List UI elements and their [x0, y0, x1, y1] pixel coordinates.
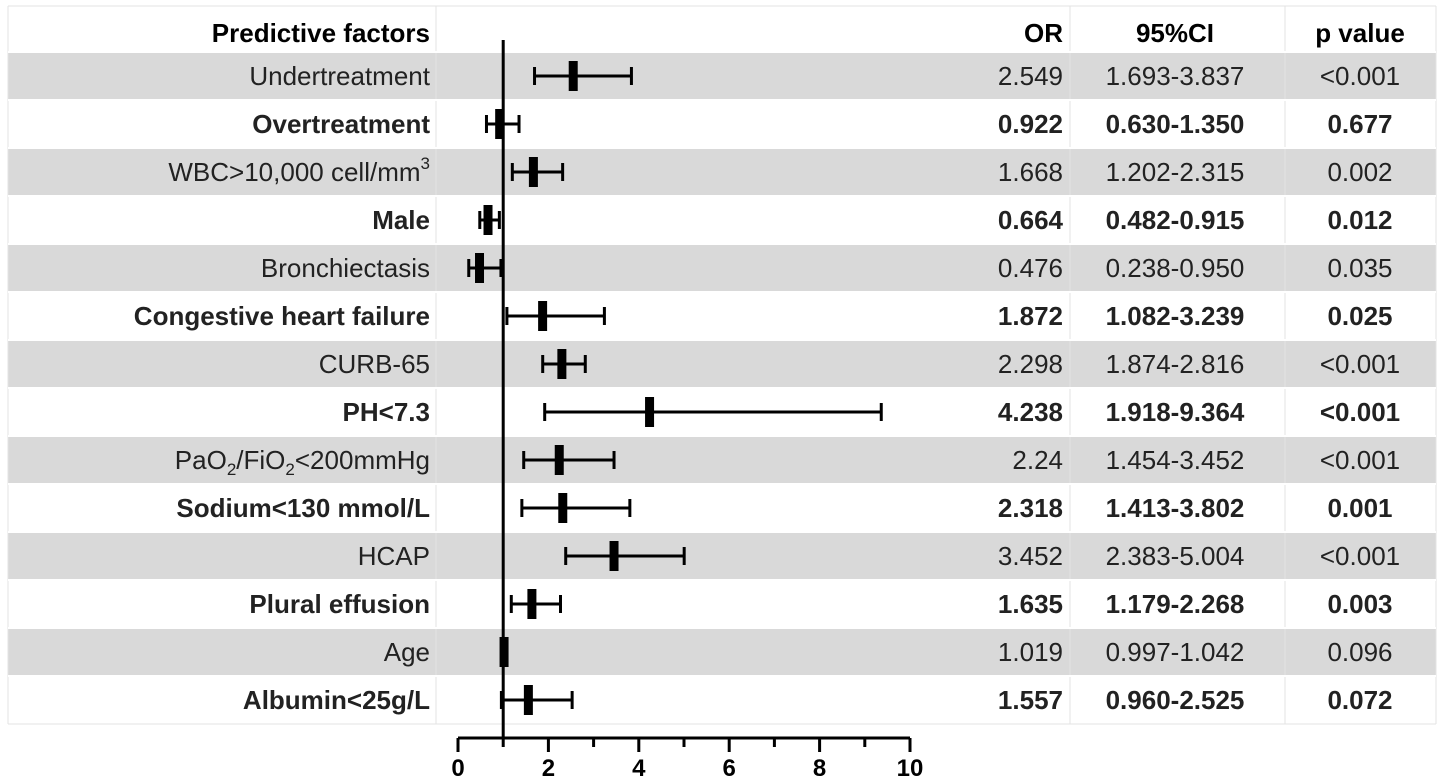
- row-shade: [8, 244, 1436, 292]
- or-point-marker: [568, 61, 578, 91]
- row-label: Male: [372, 205, 430, 235]
- ci-value: 0.630-1.350: [1106, 109, 1245, 139]
- p-value: 0.003: [1327, 589, 1392, 619]
- x-tick-label: 2: [542, 755, 555, 781]
- header-95ci: 95%CI: [1136, 18, 1214, 48]
- or-point-marker: [475, 253, 485, 283]
- ci-value: 1.918-9.364: [1106, 397, 1245, 427]
- row-label: Bronchiectasis: [261, 253, 430, 283]
- or-point-marker: [557, 349, 567, 379]
- p-value: <0.001: [1320, 445, 1400, 475]
- row-label: Undertreatment: [249, 61, 430, 91]
- row-shade: [8, 52, 1436, 100]
- row-label: Congestive heart failure: [134, 301, 430, 331]
- or-value: 0.476: [998, 253, 1063, 283]
- or-point-marker: [495, 109, 505, 139]
- row-label: Overtreatment: [252, 109, 430, 139]
- or-point-marker: [558, 493, 568, 523]
- ci-value: 1.874-2.816: [1106, 349, 1245, 379]
- ci-value: 0.997-1.042: [1106, 637, 1245, 667]
- table-header: Predictive factors OR 95%CI p value: [212, 18, 1405, 48]
- row-shade: [8, 340, 1436, 388]
- row-label: PaO2/FiO2<200mmHg: [175, 445, 430, 479]
- table-rows: Undertreatment 2.549 1.693-3.837 <0.001 Over…: [134, 61, 1400, 715]
- or-point-marker: [645, 397, 655, 427]
- ci-value: 1.413-3.802: [1106, 493, 1245, 523]
- row-label: Sodium<130 mmol/L: [176, 493, 430, 523]
- row-label: CURB-65: [319, 349, 430, 379]
- ci-value: 1.202-2.315: [1106, 157, 1245, 187]
- p-value: <0.001: [1320, 397, 1400, 427]
- or-value: 0.922: [998, 109, 1063, 139]
- p-value: 0.035: [1327, 253, 1392, 283]
- or-value: 2.298: [998, 349, 1063, 379]
- row-shade: [8, 436, 1436, 484]
- header-or: OR: [1024, 18, 1063, 48]
- or-point-marker: [538, 301, 548, 331]
- x-tick-label: 4: [632, 755, 646, 781]
- or-point-marker: [527, 589, 537, 619]
- or-point-marker: [554, 445, 564, 475]
- p-value: 0.072: [1327, 685, 1392, 715]
- table-gridlines: [7, 5, 1437, 725]
- x-tick-label: 6: [723, 755, 736, 781]
- or-value: 1.872: [998, 301, 1063, 331]
- ci-value: 1.693-3.837: [1106, 61, 1245, 91]
- or-value: 4.238: [998, 397, 1063, 427]
- or-value: 0.664: [998, 205, 1064, 235]
- row-shade: [8, 148, 1436, 196]
- p-value: 0.677: [1327, 109, 1392, 139]
- row-label: Plural effusion: [249, 589, 430, 619]
- or-value: 3.452: [998, 541, 1063, 571]
- p-value: 0.025: [1327, 301, 1392, 331]
- or-value: 2.549: [998, 61, 1063, 91]
- ci-value: 1.454-3.452: [1106, 445, 1245, 475]
- confidence-intervals: [467, 61, 883, 715]
- row-label: HCAP: [358, 541, 430, 571]
- row-backgrounds: [8, 52, 1436, 676]
- or-point-marker: [609, 541, 619, 571]
- header-p-value: p value: [1315, 18, 1405, 48]
- p-value: <0.001: [1320, 61, 1400, 91]
- p-value: <0.001: [1320, 541, 1400, 571]
- or-point-marker: [528, 157, 538, 187]
- p-value: 0.001: [1327, 493, 1392, 523]
- row-label: Age: [384, 637, 430, 667]
- p-value: 0.012: [1327, 205, 1392, 235]
- or-value: 1.668: [998, 157, 1063, 187]
- ci-value: 1.082-3.239: [1106, 301, 1245, 331]
- x-tick-label: 10: [897, 755, 924, 781]
- or-point-marker: [483, 205, 493, 235]
- row-label: PH<7.3: [343, 397, 430, 427]
- or-value: 1.557: [998, 685, 1063, 715]
- p-value: <0.001: [1320, 349, 1400, 379]
- ci-value: 0.960-2.525: [1106, 685, 1245, 715]
- ci-value: 1.179-2.268: [1106, 589, 1245, 619]
- row-label: Albumin<25g/L: [243, 685, 430, 715]
- or-value: 2.24: [1012, 445, 1063, 475]
- ci-value: 2.383-5.004: [1106, 541, 1245, 571]
- row-shade: [8, 532, 1436, 580]
- row-label: WBC>10,000 cell/mm3: [168, 154, 430, 187]
- x-tick-label: 0: [451, 755, 464, 781]
- or-value: 1.019: [998, 637, 1063, 667]
- p-value: 0.002: [1327, 157, 1392, 187]
- p-value: 0.096: [1327, 637, 1392, 667]
- header-predictive-factors: Predictive factors: [212, 18, 430, 48]
- x-axis: 0 2 4 6 8 10: [451, 736, 924, 781]
- or-value: 2.318: [998, 493, 1063, 523]
- row-shade: [8, 628, 1436, 676]
- ci-value: 0.482-0.915: [1106, 205, 1245, 235]
- ci-value: 0.238-0.950: [1106, 253, 1245, 283]
- or-value: 1.635: [998, 589, 1063, 619]
- or-point-marker: [523, 685, 533, 715]
- x-tick-label: 8: [813, 755, 826, 781]
